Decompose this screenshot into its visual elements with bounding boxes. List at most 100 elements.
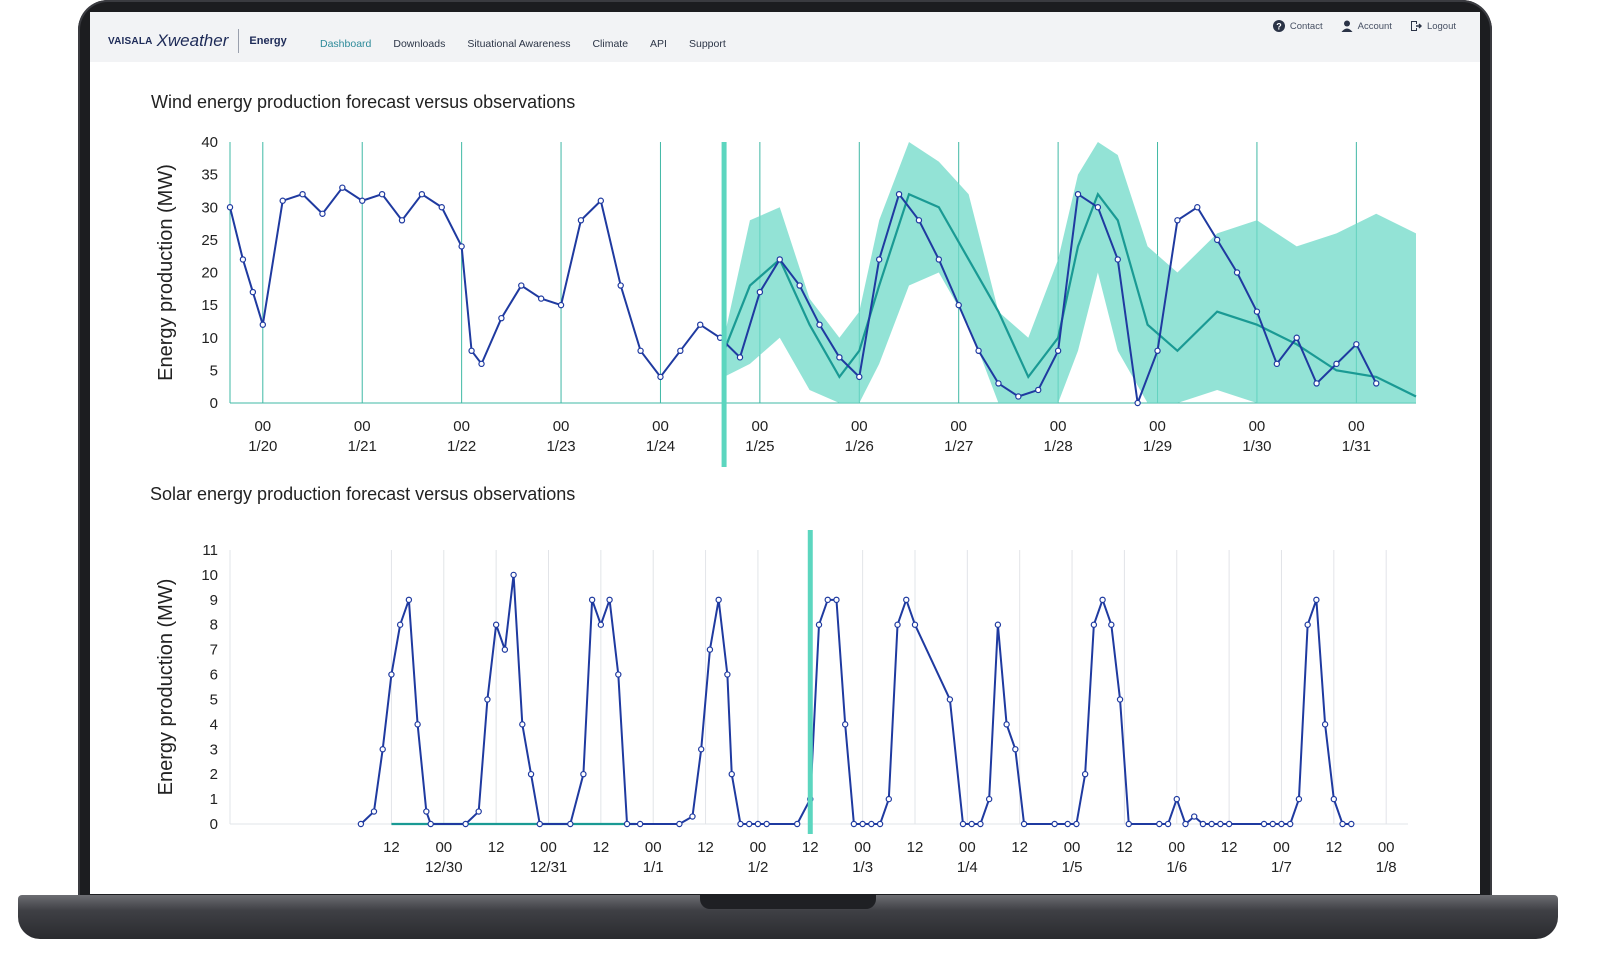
solar-chart-title: Solar energy production forecast versus … — [150, 484, 576, 504]
observation-point — [1260, 820, 1268, 828]
observation-point — [776, 256, 783, 263]
y-tick-label: 7 — [210, 642, 218, 659]
observation-point — [1164, 820, 1172, 828]
x-tick-date-label: 12/31 — [530, 859, 568, 876]
nav-dashboard[interactable]: Dashboard — [320, 38, 372, 50]
x-tick-date-label: 1/31 — [1342, 438, 1371, 455]
app-screen: VAISALA Xweather Energy Dashboard Downlo… — [90, 12, 1480, 894]
observation-point — [458, 243, 465, 250]
account-link[interactable]: Account — [1341, 20, 1392, 32]
contact-label: Contact — [1289, 20, 1323, 32]
y-axis-label: Energy production (MW) — [155, 579, 177, 796]
y-tick-label: 5 — [210, 691, 218, 708]
observation-point — [1269, 820, 1276, 828]
observation-point — [959, 820, 967, 828]
observation-point — [915, 217, 923, 224]
x-tick-date-label: 1/30 — [1242, 438, 1271, 455]
logout-link[interactable]: Logout — [1410, 20, 1456, 32]
brand-logo[interactable]: VAISALA Xweather Energy — [108, 29, 287, 53]
observation-point — [706, 646, 714, 653]
y-tick-label: 0 — [210, 816, 218, 833]
observation-point — [623, 820, 631, 828]
x-tick-label: 00 — [959, 839, 976, 856]
x-tick-label: 12 — [593, 839, 610, 856]
x-tick-label: 12 — [1325, 839, 1342, 856]
x-tick-date-label: 1/4 — [957, 859, 978, 876]
x-tick-date-label: 1/2 — [747, 859, 768, 876]
observation-point — [1273, 360, 1281, 368]
x-tick-label: 00 — [1378, 839, 1395, 856]
observation-point — [1051, 820, 1058, 828]
y-tick-label: 15 — [201, 297, 218, 314]
observation-point — [557, 301, 565, 309]
observation-point — [868, 820, 875, 828]
observation-point — [597, 197, 605, 204]
y-tick-label: 4 — [210, 716, 218, 733]
y-tick-label: 1 — [210, 791, 218, 808]
observation-point — [903, 596, 910, 604]
observation-point — [617, 282, 624, 289]
nav-climate[interactable]: Climate — [592, 38, 629, 50]
x-tick-label: 00 — [254, 418, 271, 435]
x-tick-date-label: 1/29 — [1143, 438, 1172, 455]
utility-links: ? Contact Account Logout — [1255, 20, 1456, 32]
x-tick-label: 00 — [1168, 839, 1185, 856]
x-tick-label: 00 — [1064, 839, 1081, 856]
observation-point — [1035, 386, 1042, 394]
nav-support[interactable]: Support — [688, 38, 726, 50]
observation-point — [1213, 236, 1221, 244]
observation-point — [279, 197, 286, 204]
observation-point — [418, 190, 426, 198]
x-tick-date-label: 1/22 — [447, 438, 476, 455]
observation-point — [484, 696, 491, 703]
wind-chart: 0 5 10 15 20 25 30 35 40 00 1/20 00 1/21 00 1/22 00 1/23… — [155, 134, 1417, 467]
observation-point — [676, 820, 683, 828]
observation-point — [1116, 696, 1124, 703]
observation-point — [1090, 621, 1098, 628]
nav-situational-awareness[interactable]: Situational Awareness — [467, 38, 571, 50]
observation-point — [388, 671, 395, 678]
y-tick-label: 40 — [201, 134, 218, 151]
observation-point — [357, 820, 365, 828]
x-tick-label: 12 — [383, 839, 400, 856]
nav-downloads[interactable]: Downloads — [393, 38, 446, 50]
observation-point — [536, 820, 543, 828]
account-label: Account — [1357, 20, 1392, 32]
observation-point — [737, 820, 744, 828]
x-tick-date-label: 1/23 — [546, 438, 575, 455]
observation-point — [1074, 190, 1082, 198]
observation-point — [405, 596, 413, 604]
y-axis-label: Energy production (MW) — [155, 164, 177, 381]
x-tick-date-label: 1/7 — [1271, 859, 1292, 876]
observation-point — [856, 373, 863, 381]
observation-point — [1003, 721, 1010, 728]
svg-text:?: ? — [1276, 22, 1282, 32]
observation-point — [577, 217, 585, 224]
observation-point — [1373, 380, 1380, 387]
x-tick-label: 00 — [435, 839, 452, 856]
x-tick-date-label: 1/20 — [248, 438, 277, 455]
x-tick-label: 00 — [1149, 418, 1166, 435]
observation-point — [1304, 621, 1311, 628]
observation-point — [1073, 820, 1080, 828]
observation-point — [1313, 596, 1320, 604]
user-icon — [1341, 20, 1353, 32]
observation-point — [968, 820, 975, 828]
observation-point — [1125, 820, 1132, 828]
observation-point — [1182, 820, 1189, 828]
observation-point — [935, 256, 943, 263]
contact-link[interactable]: ? Contact — [1272, 20, 1323, 32]
observation-point — [1173, 795, 1180, 803]
x-tick-label: 00 — [354, 418, 371, 435]
observation-point — [1313, 380, 1320, 387]
observation-point — [1154, 347, 1161, 354]
nav-api[interactable]: API — [650, 38, 667, 50]
observation-point — [836, 354, 843, 361]
observation-point — [580, 770, 587, 778]
observation-point — [796, 282, 803, 289]
observation-point — [518, 282, 525, 289]
observation-point — [1293, 334, 1300, 341]
observation-point — [955, 301, 962, 309]
x-tick-date-label: 1/5 — [1062, 859, 1083, 876]
y-tick-label: 8 — [210, 617, 218, 634]
